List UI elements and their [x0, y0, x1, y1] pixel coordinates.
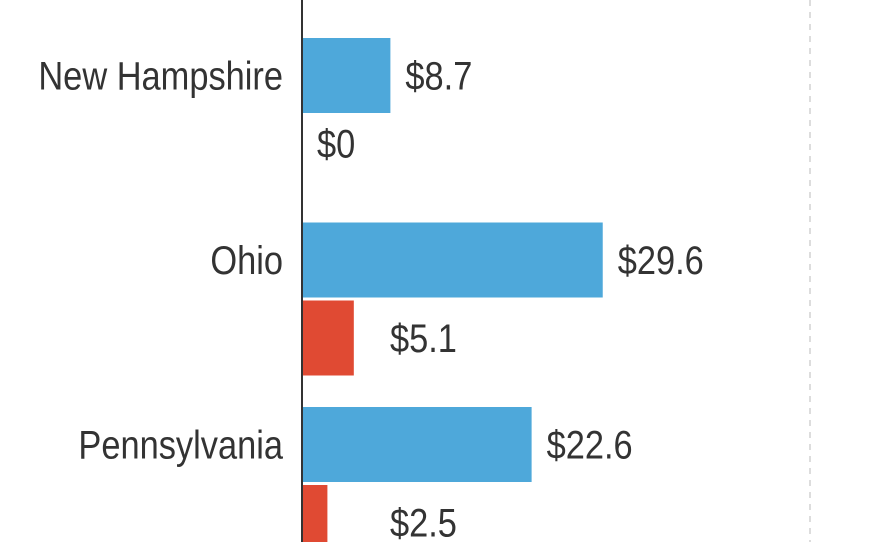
value-label: $0: [317, 121, 355, 166]
value-label: $29.6: [618, 238, 704, 283]
value-label: $2.5: [390, 500, 457, 542]
value-label: $8.7: [405, 53, 472, 98]
bar-blue: [302, 407, 532, 482]
category-label: Ohio: [210, 238, 283, 283]
bar-blue: [302, 222, 603, 298]
category-label: New Hampshire: [38, 53, 283, 98]
category-label: Pennsylvania: [78, 422, 283, 467]
bar-red: [302, 485, 328, 542]
bar-red: [302, 300, 354, 376]
value-label: $5.1: [390, 316, 457, 361]
bar-blue: [302, 38, 391, 113]
value-label: $22.6: [547, 422, 633, 467]
